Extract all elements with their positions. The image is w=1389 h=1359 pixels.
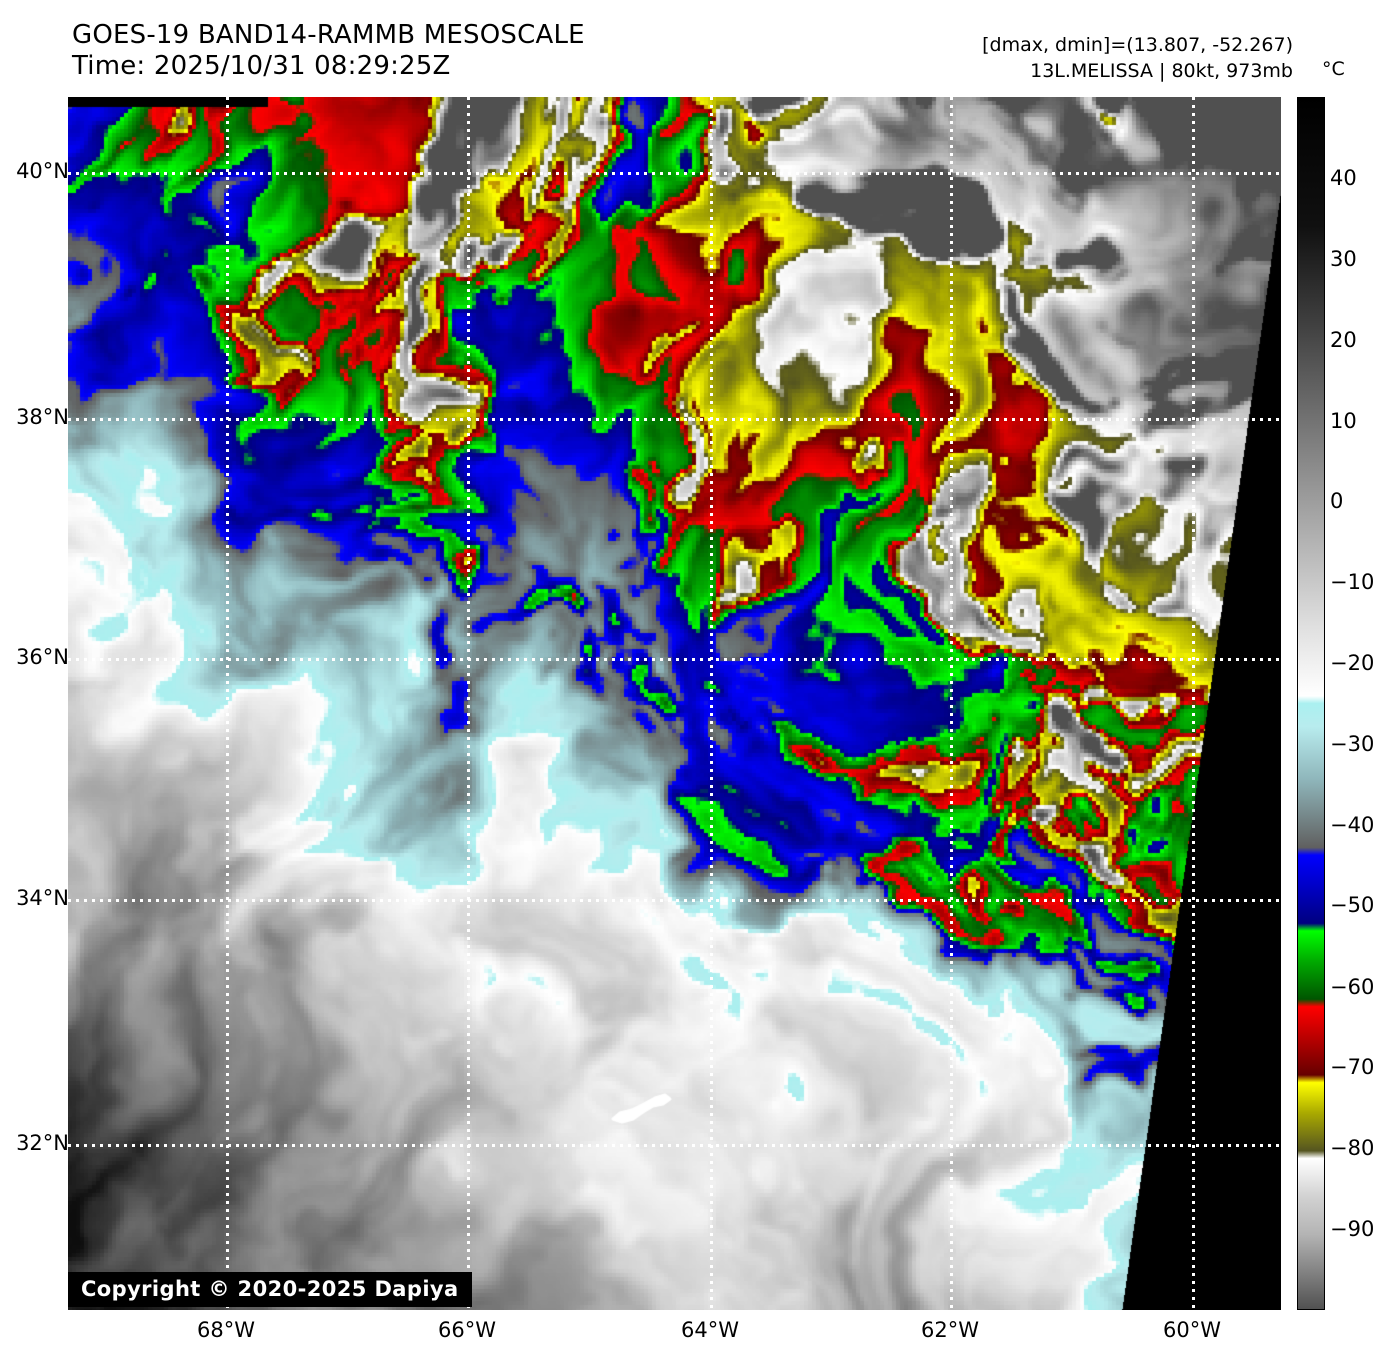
lon-tick-label: 62°W — [921, 1318, 979, 1342]
lon-tick-label: 66°W — [438, 1318, 496, 1342]
colorbar-tick-label: 10 — [1330, 409, 1357, 433]
lat-tick-label: 32°N — [16, 1131, 69, 1155]
colorbar-tick-label: −30 — [1330, 732, 1375, 756]
dmax-dmin-label: [dmax, dmin]=(13.807, -52.267) — [982, 34, 1293, 56]
page-title: GOES-19 BAND14-RAMMB MESOSCALE — [72, 20, 585, 50]
satellite-imagery-canvas — [68, 97, 1281, 1310]
temperature-colorbar[interactable] — [1297, 97, 1325, 1310]
header-left: GOES-19 BAND14-RAMMB MESOSCALE Time: 202… — [72, 20, 872, 82]
lon-tick-label: 60°W — [1163, 1318, 1221, 1342]
colorbar-tick-label: −20 — [1330, 651, 1375, 675]
storm-info-label: 13L.MELISSA | 80kt, 973mb — [1030, 60, 1293, 82]
lon-tick-label: 64°W — [681, 1318, 739, 1342]
lat-tick-label: 40°N — [16, 159, 69, 183]
lat-tick-label: 38°N — [16, 405, 69, 429]
colorbar-tick-label: 0 — [1330, 489, 1344, 513]
colorbar-tick-label: −10 — [1330, 570, 1375, 594]
colorbar-tick-label: −60 — [1330, 975, 1375, 999]
lon-tick-label: 68°W — [197, 1318, 255, 1342]
colorbar-unit-label: °C — [1322, 58, 1345, 80]
copyright-watermark: Copyright © 2020-2025 Dapiya — [68, 1272, 472, 1307]
colorbar-tick-label: 30 — [1330, 247, 1357, 271]
satellite-plot-area[interactable]: Copyright © 2020-2025 Dapiya — [68, 97, 1281, 1310]
colorbar-tick-label: −80 — [1330, 1136, 1375, 1160]
colorbar-tick-label: 40 — [1330, 166, 1357, 190]
colorbar-tick-label: −40 — [1330, 813, 1375, 837]
colorbar-border — [1297, 97, 1325, 1310]
colorbar-tick-label: −90 — [1330, 1217, 1375, 1241]
colorbar-tick-label: −70 — [1330, 1055, 1375, 1079]
header-right: [dmax, dmin]=(13.807, -52.267) 13L.MELIS… — [982, 32, 1293, 84]
colorbar-gradient — [1297, 97, 1325, 1310]
lat-tick-label: 34°N — [16, 886, 69, 910]
lat-tick-label: 36°N — [16, 645, 69, 669]
colorbar-tick-label: −50 — [1330, 893, 1375, 917]
colorbar-tick-label: 20 — [1330, 328, 1357, 352]
timestamp-label: Time: 2025/10/31 08:29:25Z — [72, 51, 451, 81]
